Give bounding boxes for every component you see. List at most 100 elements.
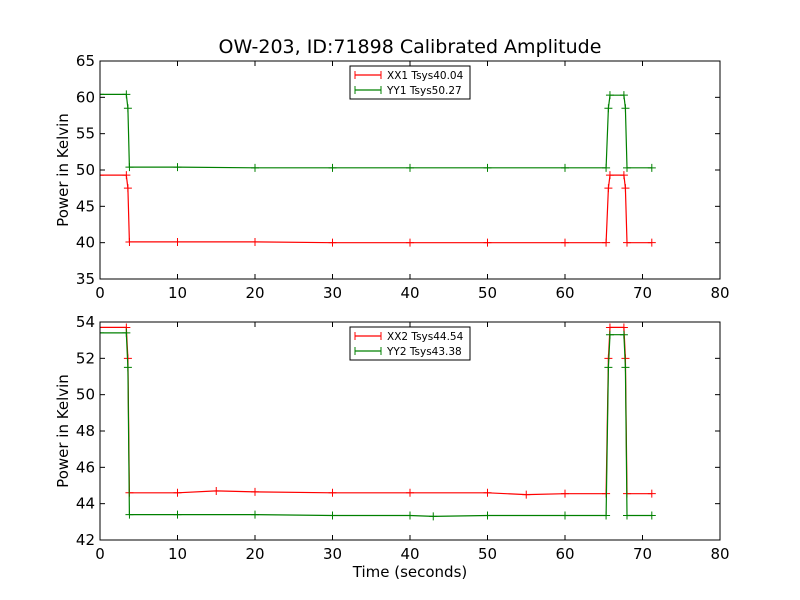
top-data-point (123, 184, 132, 193)
top-data-point (602, 238, 611, 247)
bottom-x-tick-label: 80 (710, 545, 729, 563)
bottom-legend: XX2 Tsys44.54 YY2 Tsys43.38 (349, 326, 471, 361)
top-y-tick-label: 60 (76, 88, 95, 106)
top-data-point (173, 237, 182, 246)
chart-title: OW-203, ID:71898 Calibrated Amplitude (219, 36, 602, 58)
bottom-data-point (100, 328, 104, 337)
bottom-data-point (429, 512, 438, 521)
top-data-point (251, 237, 259, 246)
top-y-tick-label: 65 (76, 52, 95, 70)
top-data-point (483, 238, 492, 247)
top-y-tick-label: 45 (76, 197, 95, 215)
bottom-data-point (604, 363, 613, 372)
top-data-point (621, 184, 630, 193)
bottom-x-tick-label: 0 (95, 545, 105, 563)
bottom-data-point (623, 511, 631, 520)
top-x-tick-label: 30 (323, 284, 342, 302)
top-series-2 (100, 90, 656, 172)
top-panel: 0 10 20 30 40 50 60 70 80 35 40 45 50 55 60 65 Power in … (54, 52, 730, 302)
top-y-tick-label: 35 (76, 270, 95, 288)
top-data-point (123, 104, 132, 113)
top-data-point (647, 163, 656, 172)
top-x-tick-label: 20 (245, 284, 264, 302)
top-data-point (647, 238, 656, 247)
bottom-data-point (123, 363, 132, 372)
top-legend-marker (354, 86, 382, 94)
top-data-point (122, 171, 131, 180)
top-x-tick-label: 40 (400, 284, 419, 302)
bottom-y-tick-label: 42 (76, 531, 95, 549)
top-data-point (125, 163, 134, 172)
top-data-point (251, 163, 259, 172)
top-data-point (483, 163, 492, 172)
bottom-data-point (647, 511, 656, 520)
bottom-x-tick-label: 50 (478, 545, 497, 563)
top-data-point (619, 171, 628, 180)
top-data-point (100, 171, 104, 180)
bottom-data-point (251, 510, 259, 519)
bottom-series-2 (100, 328, 656, 521)
top-data-point (406, 163, 414, 172)
bottom-data-point (605, 330, 614, 339)
bottom-data-point (406, 511, 414, 520)
bottom-y-tick-label: 50 (76, 386, 95, 404)
top-x-tick-label: 10 (168, 284, 187, 302)
top-data-point (328, 238, 337, 247)
top-data-point (406, 238, 414, 247)
bottom-data-point (328, 511, 337, 520)
top-legend-label: YY1 Tsys50.27 (386, 85, 462, 97)
top-data-point (122, 90, 131, 99)
bottom-data-point (406, 488, 414, 497)
top-data-point (604, 184, 613, 193)
x-axis-label: Time (seconds) (352, 563, 468, 581)
bottom-panel: 0 10 20 30 40 50 60 70 80 42 44 46 48 50 52 54 Power in … (54, 313, 730, 563)
bottom-x-tick-label: 10 (168, 545, 187, 563)
top-data-point (561, 238, 569, 247)
top-data-point (605, 171, 614, 180)
bottom-data-point (605, 323, 614, 332)
bottom-x-tick-label: 70 (633, 545, 652, 563)
top-x-tick-label: 60 (555, 284, 574, 302)
top-x-tick-label: 80 (710, 284, 729, 302)
top-y-tick-label: 55 (76, 125, 95, 143)
bottom-data-point (561, 511, 569, 520)
bottom-x-tick-label: 30 (323, 545, 342, 563)
top-x-tick-label: 0 (95, 284, 105, 302)
top-legend-box (349, 65, 471, 100)
bottom-data-point (483, 511, 492, 520)
bottom-y-tick-label: 46 (76, 458, 95, 476)
top-legend: XX1 Tsys40.04 YY1 Tsys50.27 (349, 65, 471, 100)
top-data-point (619, 91, 628, 100)
bottom-data-point (619, 330, 628, 339)
bottom-data-point (602, 511, 611, 520)
bottom-y-tick-label: 52 (76, 349, 95, 367)
bottom-data-point (251, 487, 259, 496)
top-data-point (561, 163, 569, 172)
top-y-tick-label: 50 (76, 161, 95, 179)
top-data-point (605, 91, 614, 100)
top-y-axis-label: Power in Kelvin (54, 113, 72, 227)
bottom-data-point (212, 486, 221, 495)
bottom-data-point (621, 363, 630, 372)
top-data-point (604, 104, 613, 113)
top-y-tick-label: 40 (76, 234, 95, 252)
bottom-x-tick-label: 40 (400, 545, 419, 563)
bottom-data-point (619, 323, 628, 332)
top-data-point (125, 237, 134, 246)
top-data-point (100, 90, 104, 99)
bottom-series-line (100, 332, 652, 518)
bottom-legend-marker (354, 347, 382, 355)
bottom-data-point (100, 323, 104, 332)
top-data-point (602, 163, 611, 172)
top-x-tick-label: 50 (478, 284, 497, 302)
top-legend-marker (354, 71, 382, 79)
bottom-data-point (125, 510, 134, 519)
top-data-point (173, 163, 182, 172)
bottom-legend-marker (354, 332, 382, 340)
bottom-data-point (328, 488, 337, 497)
bottom-legend-label: XX2 Tsys44.54 (387, 331, 464, 343)
bottom-legend-box (349, 326, 471, 361)
bottom-legend-label: YY2 Tsys43.38 (386, 346, 462, 358)
